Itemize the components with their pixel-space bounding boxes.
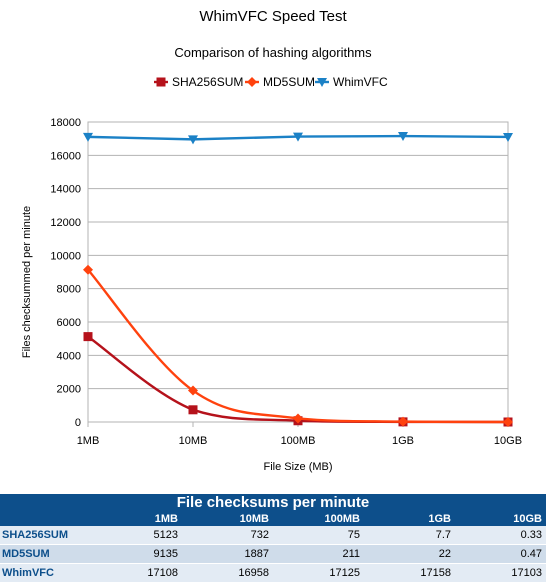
- data-point: [398, 416, 408, 427]
- table-cell: 7.7: [364, 526, 455, 545]
- data-point: [188, 135, 198, 145]
- legend-label: SHA256SUM: [172, 75, 243, 89]
- table-cell: 17108: [91, 564, 182, 583]
- data-point: [83, 264, 93, 275]
- x-axis-label: File Size (MB): [263, 461, 332, 473]
- plot-area-frame: [87, 121, 509, 423]
- table-column-header: 1GB: [364, 512, 455, 526]
- table-row: MD5SUM 9135 1887 211 22 0.47: [0, 545, 546, 564]
- y-axis-label: Files checksummed per minute: [21, 206, 33, 358]
- data-point: [293, 132, 303, 142]
- series-group: [83, 132, 513, 427]
- series-line: [87, 268, 509, 424]
- legend-marker: [156, 77, 166, 87]
- data-point: [503, 416, 513, 427]
- table-cell: 0.33: [455, 526, 546, 545]
- table-corner-header: [0, 512, 91, 526]
- x-tick-label: 10MB: [179, 435, 208, 447]
- y-axis-ticks: 0 2000 4000 6000 8000 10000 12000 14000 16000 180…: [50, 117, 81, 429]
- x-tick-label: 10GB: [494, 435, 522, 447]
- table-cell: 1887: [182, 545, 273, 564]
- data-point: [188, 385, 198, 396]
- x-axis-ticks: 1MB 10MB 100MB 1GB 10GB: [77, 422, 522, 447]
- y-tick-label: 10000: [50, 250, 81, 262]
- data-point: [83, 332, 93, 342]
- chart-subtitle: Comparison of hashing algorithms: [174, 45, 372, 60]
- data-point: [398, 132, 408, 142]
- y-tick-label: 16000: [50, 150, 81, 162]
- table-row-label: MD5SUM: [0, 545, 91, 564]
- table-cell: 75: [273, 526, 364, 545]
- legend-marker: [317, 78, 327, 87]
- y-tick-label: 8000: [57, 284, 81, 296]
- table-cell: 9135: [91, 545, 182, 564]
- legend-label: WhimVFC: [333, 75, 388, 89]
- table-row-label: WhimVFC: [0, 564, 91, 583]
- legend-label: MD5SUM: [263, 75, 315, 89]
- x-tick-label: 1MB: [77, 435, 100, 447]
- y-tick-label: 18000: [50, 117, 81, 129]
- chart: WhimVFC Speed Test Comparison of hashing…: [21, 8, 522, 473]
- table-cell: 211: [273, 545, 364, 564]
- table-row: SHA256SUM 5123 732 75 7.7 0.33: [0, 526, 546, 545]
- table-header-row: 1MB 10MB 100MB 1GB 10GB: [0, 512, 546, 526]
- data-point: [83, 132, 93, 142]
- table-column-header: 100MB: [273, 512, 364, 526]
- data-point: [503, 132, 513, 142]
- x-tick-label: 100MB: [281, 435, 316, 447]
- table-column-header: 10GB: [455, 512, 546, 526]
- y-tick-label: 6000: [57, 317, 81, 329]
- table-cell: 17158: [364, 564, 455, 583]
- legend-item-sha256sum: SHA256SUM: [154, 75, 243, 89]
- legend-item-whimvfc: WhimVFC: [315, 75, 388, 89]
- legend-marker: [247, 77, 257, 87]
- y-tick-label: 12000: [50, 217, 81, 229]
- x-tick-label: 1GB: [392, 435, 414, 447]
- table-body: SHA256SUM 5123 732 75 7.7 0.33 MD5SUM 9135 1887 2…: [0, 526, 546, 583]
- data-point: [293, 413, 303, 424]
- y-tick-label: 2000: [57, 384, 81, 396]
- table-cell: 16958: [182, 564, 273, 583]
- table-cell: 0.47: [455, 545, 546, 564]
- y-tick-label: 0: [75, 417, 81, 429]
- legend: SHA256SUM MD5SUM WhimVFC: [154, 75, 388, 89]
- table-cell: 5123: [91, 526, 182, 545]
- table-cell: 732: [182, 526, 273, 545]
- table-row: WhimVFC 17108 16958 17125 17158 17103: [0, 564, 546, 583]
- table-column-header: 10MB: [182, 512, 273, 526]
- table-cell: 17125: [273, 564, 364, 583]
- table-cell: 17103: [455, 564, 546, 583]
- data-table: File checksums per minute 1MB 10MB 100MB 1G…: [0, 494, 546, 583]
- chart-title: WhimVFC Speed Test: [199, 8, 347, 25]
- table-caption: File checksums per minute: [0, 494, 546, 512]
- series-md5sum: [83, 264, 513, 427]
- y-tick-label: 14000: [50, 184, 81, 196]
- gridlines: [88, 121, 508, 423]
- table-cell: 22: [364, 545, 455, 564]
- data-point: [188, 405, 198, 415]
- series-whimvfc: [83, 132, 513, 145]
- table-column-header: 1MB: [91, 512, 182, 526]
- legend-item-md5sum: MD5SUM: [245, 75, 315, 89]
- y-tick-label: 4000: [57, 350, 81, 362]
- table-row-label: SHA256SUM: [0, 526, 91, 545]
